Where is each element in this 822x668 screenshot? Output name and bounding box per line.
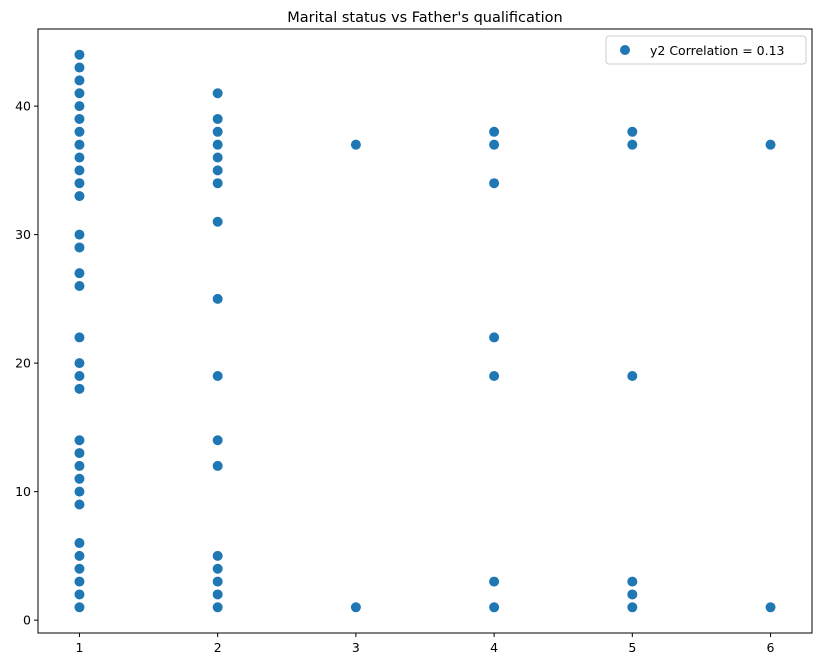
data-point (489, 602, 500, 613)
data-point (74, 49, 85, 60)
data-points (74, 49, 776, 613)
data-point (212, 152, 223, 163)
data-point (350, 602, 361, 613)
data-point (212, 435, 223, 446)
data-point (74, 499, 85, 510)
data-point (489, 178, 500, 189)
data-point (74, 126, 85, 137)
data-point (212, 178, 223, 189)
data-point (212, 293, 223, 304)
x-tick-label: 6 (767, 640, 775, 655)
data-point (74, 550, 85, 561)
legend-marker (620, 45, 630, 55)
plot-area-frame (37, 28, 813, 634)
x-tick-label: 2 (214, 640, 222, 655)
data-point (212, 88, 223, 99)
data-point (212, 589, 223, 600)
data-point (74, 229, 85, 240)
data-point (489, 332, 500, 343)
data-point (627, 139, 638, 150)
data-point (627, 602, 638, 613)
data-point (489, 139, 500, 150)
data-point (765, 139, 776, 150)
data-point (627, 126, 638, 137)
data-point (74, 473, 85, 484)
x-tick-label: 5 (628, 640, 636, 655)
data-point (212, 602, 223, 613)
y-tick-label: 40 (15, 99, 31, 114)
data-point (212, 576, 223, 587)
data-point (212, 165, 223, 176)
data-point (350, 139, 361, 150)
data-point (74, 460, 85, 471)
data-point (74, 383, 85, 394)
data-point (212, 139, 223, 150)
data-point (74, 358, 85, 369)
data-point (74, 370, 85, 381)
data-point (212, 216, 223, 227)
data-point (74, 152, 85, 163)
chart-title: Marital status vs Father's qualification (287, 10, 562, 26)
x-tick-label: 1 (75, 640, 83, 655)
legend-label: y2 Correlation = 0.13 (650, 43, 785, 58)
data-point (74, 281, 85, 292)
data-point (627, 576, 638, 587)
data-point (489, 576, 500, 587)
data-point (212, 113, 223, 124)
data-point (74, 448, 85, 459)
data-point (74, 242, 85, 253)
data-point (74, 75, 85, 86)
data-point (74, 191, 85, 202)
data-point (74, 165, 85, 176)
data-point (74, 589, 85, 600)
x-axis: 1 2 3 4 5 6 (75, 633, 775, 655)
legend: y2 Correlation = 0.13 (605, 35, 807, 65)
y-tick-label: 10 (15, 484, 31, 499)
data-point (212, 126, 223, 137)
y-tick-label: 0 (23, 613, 31, 628)
data-point (212, 550, 223, 561)
data-point (627, 589, 638, 600)
data-point (212, 370, 223, 381)
data-point (74, 332, 85, 343)
x-tick-label: 4 (490, 640, 498, 655)
data-point (74, 178, 85, 189)
data-point (489, 126, 500, 137)
data-point (627, 370, 638, 381)
y-axis: 0 10 20 30 40 (15, 99, 38, 628)
data-point (74, 486, 85, 497)
data-point (74, 101, 85, 112)
data-point (74, 435, 85, 446)
legend-box (605, 35, 807, 65)
y-tick-label: 30 (15, 227, 31, 242)
data-point (74, 576, 85, 587)
data-point (212, 460, 223, 471)
data-point (74, 113, 85, 124)
data-point (74, 602, 85, 613)
data-point (74, 88, 85, 99)
data-point (765, 602, 776, 613)
x-tick-label: 3 (352, 640, 360, 655)
data-point (74, 268, 85, 279)
y-tick-label: 20 (15, 356, 31, 371)
data-point (74, 139, 85, 150)
data-point (74, 62, 85, 73)
data-point (489, 370, 500, 381)
data-point (212, 563, 223, 574)
data-point (74, 538, 85, 549)
data-point (74, 563, 85, 574)
